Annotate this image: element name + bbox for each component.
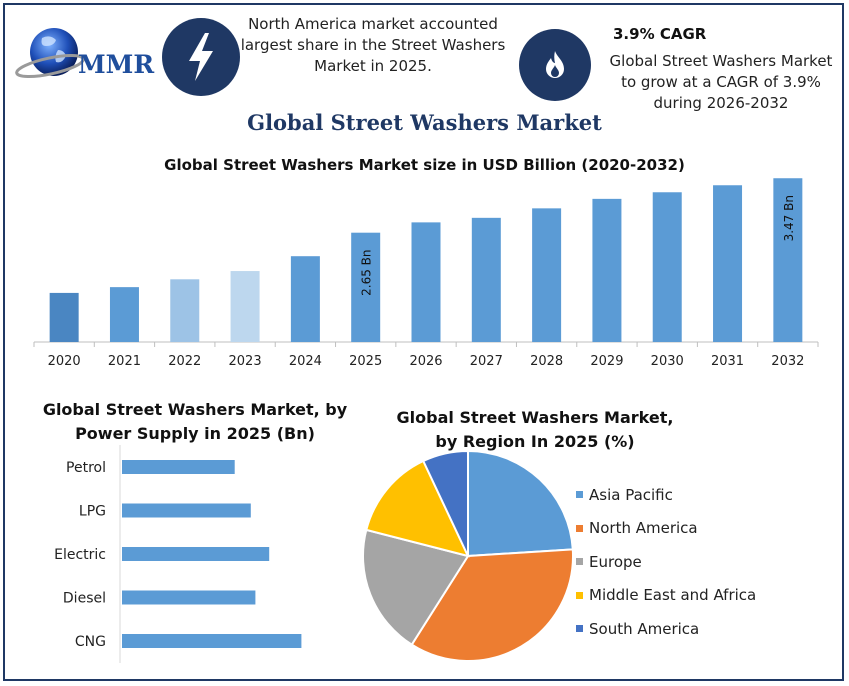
legend-label: Middle East and Africa — [589, 586, 757, 605]
legend-item: Asia Pacific — [576, 478, 756, 512]
x-tick-label: 2032 — [771, 354, 804, 369]
lightning-bolt-icon — [162, 18, 240, 96]
cagr-callout: Global Street Washers Market to grow at … — [609, 52, 833, 112]
x-tick-label: 2024 — [289, 354, 322, 369]
category-label: LPG — [79, 504, 106, 520]
category-label: Diesel — [63, 591, 106, 607]
pie-slice-south-america — [421, 449, 469, 557]
x-tick-label: 2022 — [168, 354, 201, 369]
flame-icon — [519, 29, 591, 101]
category-label: Petrol — [66, 460, 106, 476]
bar-2025 — [351, 232, 381, 342]
power-bar-diesel — [122, 590, 256, 605]
power-bar-lpg — [122, 503, 251, 518]
bar-2021 — [109, 287, 139, 342]
page-title: Global Street Washers Market — [247, 110, 602, 135]
pie-slice-north-america — [410, 548, 574, 662]
legend-label: South America — [589, 619, 700, 638]
category-label: CNG — [75, 634, 106, 650]
bar-2023 — [230, 271, 260, 342]
x-tick-label: 2029 — [590, 354, 623, 369]
bar-2027 — [471, 217, 501, 342]
pie-slice-asia-pacific — [467, 449, 574, 558]
logo-text: MMR — [78, 50, 155, 79]
bar-2026 — [411, 222, 441, 342]
bar-2022 — [170, 279, 200, 342]
legend-swatch — [576, 625, 583, 633]
legend-label: Europe — [589, 552, 642, 571]
main-chart-title: Global Street Washers Market size in USD… — [164, 156, 685, 174]
legend-item: South America — [576, 612, 756, 646]
x-tick-label: 2027 — [470, 354, 503, 369]
mmr-globe-logo — [14, 22, 159, 84]
x-tick-label: 2026 — [409, 354, 442, 369]
category-label: Electric — [54, 547, 106, 563]
region-legend: Asia Pacific North America Europe Middle Ea… — [576, 478, 756, 646]
region-pie-chart — [362, 449, 574, 662]
x-tick-label: 2023 — [229, 354, 262, 369]
x-tick-label: 2020 — [48, 354, 81, 369]
legend-swatch — [576, 558, 583, 566]
power-bar-electric — [122, 547, 270, 561]
power-bar-cng — [122, 634, 302, 648]
globe-icon — [15, 28, 85, 79]
legend-swatch — [576, 491, 583, 499]
legend-item: Middle East and Africa — [576, 579, 756, 613]
data-label-2025: 2.65 Bn — [360, 250, 374, 296]
x-tick-label: 2030 — [651, 354, 684, 369]
legend-swatch — [576, 591, 583, 599]
market-size-bar-chart: 2020 2021 2022 2023 2024 2025 2.65 Bn 2026 2027 2… — [33, 178, 819, 369]
legend-label: Asia Pacific — [589, 485, 673, 504]
x-tick-label: 2021 — [108, 354, 141, 369]
bar-2024 — [290, 256, 320, 342]
power-bar-petrol — [122, 460, 235, 474]
power-supply-bar-chart: Petrol LPG Electric Diesel CNG — [54, 445, 302, 663]
pie-slice-middle-east-and-africa — [365, 459, 470, 558]
cagr-title: 3.9% CAGR — [613, 25, 707, 43]
bar-2028 — [532, 208, 562, 342]
x-tick-label: 2028 — [530, 354, 563, 369]
data-label-2032: 3.47 Bn — [782, 195, 796, 241]
bar-2029 — [592, 198, 622, 342]
legend-item: North America — [576, 512, 756, 546]
north-america-callout: North America market accounted largest s… — [240, 15, 506, 75]
legend-swatch — [576, 524, 583, 532]
legend-label: North America — [589, 519, 698, 538]
power-supply-chart-title: Global Street Washers Market, by Power S… — [42, 400, 348, 443]
legend-item: Europe — [576, 545, 756, 579]
bar-2032 — [773, 178, 803, 342]
bar-2020 — [49, 292, 79, 342]
region-chart-title: Global Street Washers Market, by Region … — [396, 408, 674, 451]
bar-2031 — [713, 185, 743, 342]
x-tick-label: 2031 — [711, 354, 744, 369]
pie-slice-europe — [362, 528, 470, 647]
bar-2030 — [652, 192, 682, 342]
x-tick-label: 2025 — [349, 354, 382, 369]
